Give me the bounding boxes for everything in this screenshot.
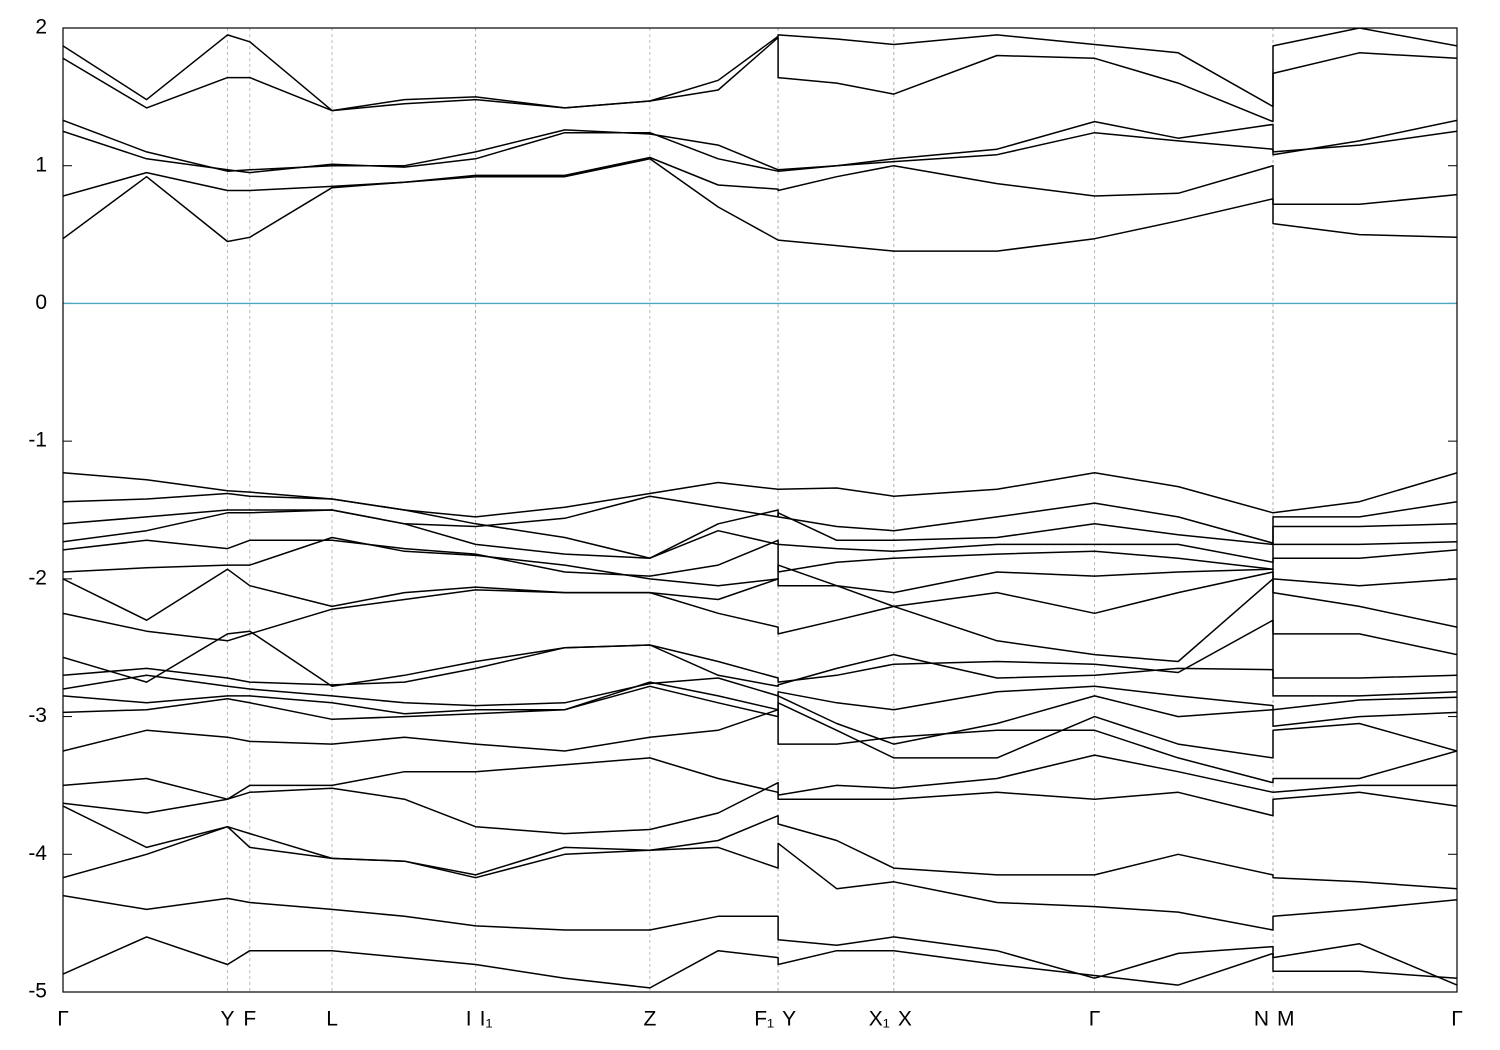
bands-layer	[63, 28, 1457, 989]
band-line	[63, 571, 1457, 656]
band-line	[63, 130, 1457, 174]
x-tick-label: F₁	[754, 1008, 774, 1031]
band-line	[63, 674, 1457, 711]
band-line	[63, 894, 1457, 979]
band-line	[63, 28, 1457, 112]
band-line	[63, 805, 1457, 890]
band-line	[63, 708, 1457, 784]
x-tick-label: Y	[782, 1008, 796, 1031]
x-tick-label: I	[466, 1008, 472, 1031]
y-tick-label: 2	[35, 16, 47, 39]
band-line	[63, 119, 1457, 172]
band-line	[63, 539, 1457, 577]
band-line	[63, 619, 1457, 688]
band-line	[63, 936, 1457, 989]
x-tick-label: Z	[643, 1008, 656, 1031]
x-tick-label: M	[1277, 1008, 1295, 1031]
y-tick-label: -3	[28, 704, 47, 727]
band-line	[63, 781, 1457, 835]
x-tick-label: Γ	[57, 1008, 69, 1031]
y-tick-label: 1	[35, 153, 47, 176]
y-tick-label: -2	[28, 566, 47, 589]
band-line	[63, 644, 1457, 697]
plot-frame	[62, 27, 1458, 993]
x-tick-label: X	[898, 1008, 912, 1031]
band-line	[63, 825, 1457, 931]
x-tick-label: Y	[220, 1008, 234, 1031]
x-tick-label: Γ	[1451, 1008, 1463, 1031]
labels-layer: 210-1-2-3-4-5Γ Y F L I I₁ Z F₁ Y X₁ X Γ N M Γ	[28, 16, 1462, 1031]
x-tick-label: N	[1254, 1008, 1269, 1031]
y-tick-label: -4	[28, 842, 47, 865]
y-tick-label: 0	[35, 291, 47, 314]
x-tick-label: L	[326, 1008, 338, 1031]
band-line	[63, 36, 1457, 123]
band-line	[63, 472, 1457, 518]
band-line	[63, 495, 1457, 546]
band-line	[63, 568, 1457, 663]
y-tick-label: -5	[28, 980, 47, 1003]
band-line	[63, 156, 1457, 206]
band-line	[63, 492, 1457, 559]
x-tick-label: X₁	[869, 1008, 890, 1031]
x-tick-label: Γ	[1089, 1008, 1101, 1031]
x-tick-label: F	[243, 1008, 256, 1031]
x-tick-label: I₁	[480, 1008, 493, 1031]
band-line	[63, 158, 1457, 252]
band-line	[63, 509, 1457, 564]
y-tick-label: -1	[28, 429, 47, 452]
band-line	[63, 754, 1457, 800]
